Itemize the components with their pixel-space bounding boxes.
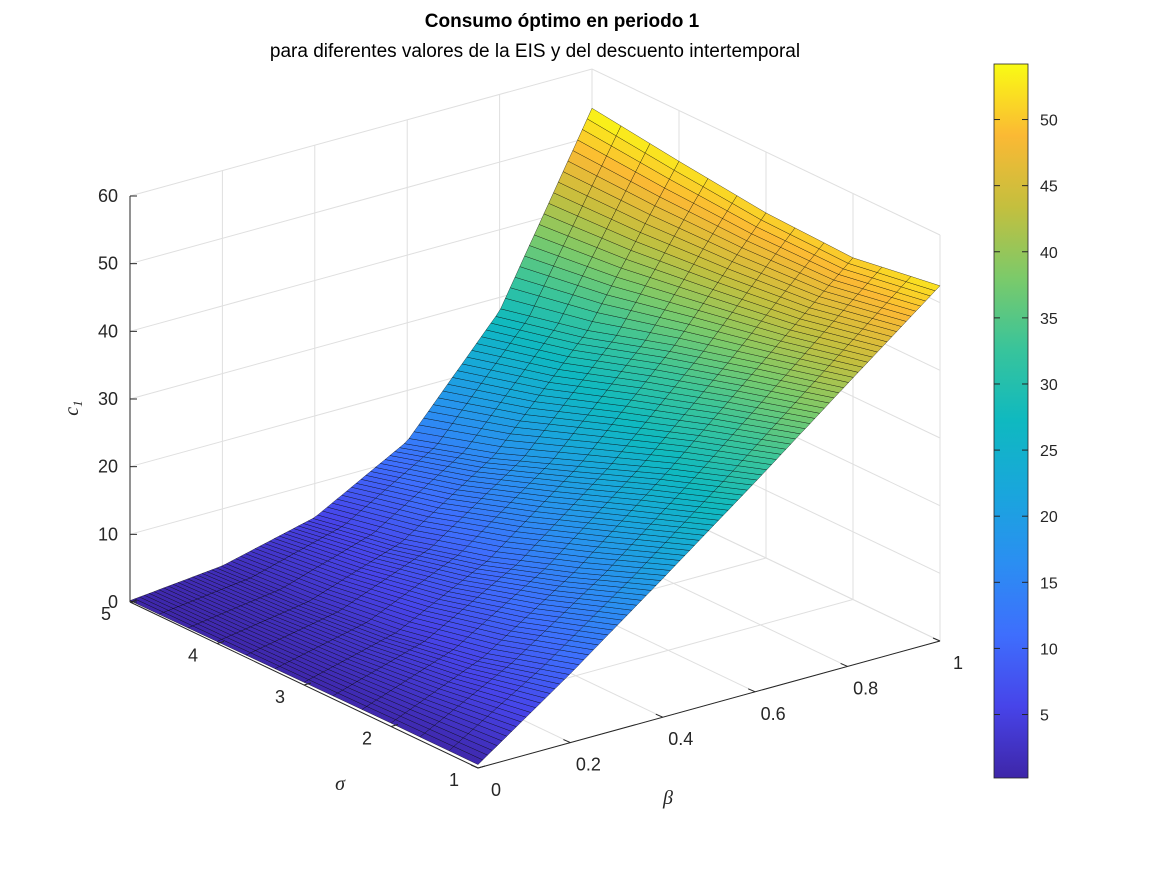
sigma-tick-label: 2 (362, 729, 372, 749)
sigma-tick-mark (390, 724, 399, 727)
z-tick-label: 30 (98, 389, 118, 409)
z-tick-label: 60 (98, 186, 118, 206)
surface-patch (905, 276, 941, 292)
beta-axis-line (477, 640, 941, 769)
sigma-tick-mark (303, 682, 312, 686)
z-tick-label: 0 (108, 592, 118, 612)
sigma-axis-ticks: 1 2 3 4 5 (101, 604, 459, 790)
z-axis-label: c1 (61, 400, 85, 415)
colorbar-ticks: 5 10 15 20 25 30 35 40 45 50 (1040, 113, 1058, 725)
colorbar-tick-label: 25 (1040, 443, 1058, 460)
colorbar-tick-label: 35 (1040, 311, 1058, 328)
beta-tick-label: 0.4 (668, 729, 693, 749)
beta-tick-label: 1 (953, 653, 963, 673)
sigma-tick-mark (129, 599, 138, 603)
beta-tick-mark (655, 713, 663, 718)
beta-tick-label: 0.8 (853, 678, 878, 698)
colorbar-tick-label: 45 (1040, 179, 1058, 196)
z-tick-label: 40 (98, 321, 118, 341)
colorbar-tick-label: 30 (1040, 377, 1058, 394)
z-axis-label-main: c (61, 407, 83, 416)
chart-subtitle: para diferentes valores de la EIS y del … (270, 41, 800, 62)
sigma-tick-mark (216, 641, 225, 644)
beta-tick-mark (932, 637, 941, 642)
sigma-tick-mark (477, 765, 486, 769)
beta-axis-label: β (662, 787, 673, 809)
colorbar-gradient (993, 63, 1029, 779)
sigma-tick-label: 4 (188, 646, 198, 666)
sigma-tick-label: 1 (449, 770, 459, 790)
colorbar-tick-label: 5 (1040, 708, 1049, 725)
beta-tick-mark (748, 688, 756, 693)
beta-tick-label: 0 (491, 780, 501, 800)
axes-lines (129, 195, 941, 769)
surface-mesh (129, 107, 941, 765)
beta-tick-mark (840, 662, 848, 667)
colorbar-tick-label: 50 (1040, 113, 1058, 130)
z-axis-label-subscript: 1 (70, 400, 85, 407)
z-tick-label: 20 (98, 457, 118, 477)
z-tick-label: 50 (98, 254, 118, 274)
z-axis-ticks: 0 10 20 30 40 50 60 (98, 186, 118, 612)
colorbar-tick-label: 10 (1040, 641, 1058, 658)
chart-title: Consumo óptimo en periodo 1 (425, 11, 700, 32)
z-tick-label: 10 (98, 524, 118, 544)
colorbar-tick-label: 15 (1040, 575, 1058, 592)
colorbar-tick-label: 40 (1040, 245, 1058, 262)
beta-tick-mark (563, 739, 571, 744)
sigma-axis-label: σ (335, 773, 346, 795)
colorbar: 5 10 15 20 25 30 35 40 45 50 (993, 63, 1058, 779)
beta-tick-label: 0.6 (761, 704, 786, 724)
colorbar-tick-label: 20 (1040, 509, 1058, 526)
sigma-tick-label: 5 (101, 604, 111, 624)
sigma-tick-label: 3 (275, 687, 285, 707)
beta-axis-ticks: 0 0.2 0.4 0.6 0.8 1 (491, 653, 963, 800)
beta-tick-label: 0.2 (576, 755, 601, 775)
beta-tick-mark (470, 764, 479, 769)
